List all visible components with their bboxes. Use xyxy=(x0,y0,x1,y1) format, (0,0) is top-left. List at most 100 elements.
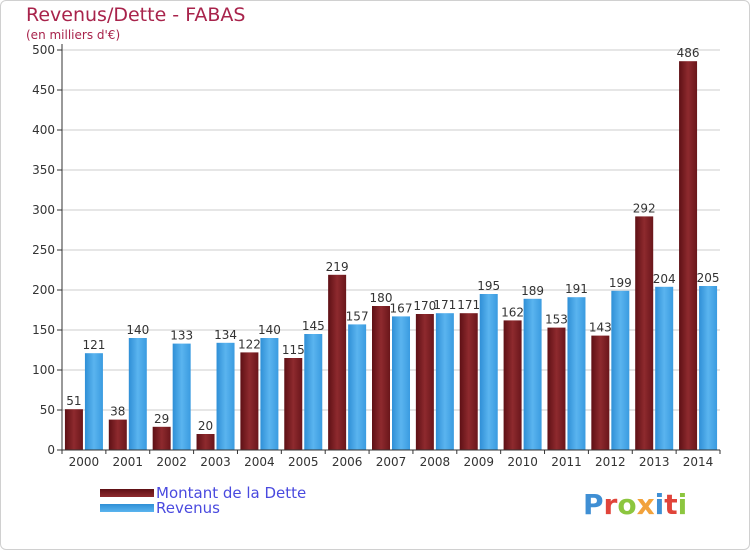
legend-swatch-revenue xyxy=(100,504,154,512)
x-tick-label-2011: 2011 xyxy=(551,455,582,469)
y-tick-label: 300 xyxy=(32,203,55,217)
data-label-revenue-2000: 121 xyxy=(82,338,105,352)
data-label-debt-2008: 170 xyxy=(413,299,436,313)
y-tick-label: 450 xyxy=(32,83,55,97)
data-label-revenue-2010: 189 xyxy=(521,284,544,298)
bar-debt-2014 xyxy=(679,61,698,450)
logo-letter: P xyxy=(583,488,604,521)
bar-revenue-2010 xyxy=(523,298,542,450)
bar-debt-2001 xyxy=(108,419,127,450)
bar-revenue-2011 xyxy=(567,297,586,450)
bar-debt-2008 xyxy=(415,314,434,450)
bar-revenue-2009 xyxy=(479,294,498,450)
data-label-revenue-2002: 133 xyxy=(170,329,193,343)
bar-revenue-2003 xyxy=(216,342,235,450)
bar-debt-2002 xyxy=(152,426,171,450)
bar-debt-2011 xyxy=(547,327,566,450)
logo-letter: i xyxy=(654,488,665,521)
data-label-revenue-2011: 191 xyxy=(565,282,588,296)
data-label-revenue-2013: 204 xyxy=(653,272,676,286)
bar-debt-2009 xyxy=(459,313,478,450)
bar-debt-2005 xyxy=(284,358,303,450)
data-label-revenue-2004: 140 xyxy=(258,323,281,337)
data-label-debt-2002: 29 xyxy=(154,412,169,426)
y-tick-label: 0 xyxy=(47,443,55,457)
y-tick-label: 150 xyxy=(32,323,55,337)
data-label-debt-2011: 153 xyxy=(545,313,568,327)
bar-revenue-2005 xyxy=(304,334,323,450)
x-tick-label-2010: 2010 xyxy=(507,455,538,469)
chart-title: Revenus/Dette - FABAS xyxy=(26,4,246,26)
x-tick-label-2006: 2006 xyxy=(332,455,363,469)
bar-debt-2012 xyxy=(591,335,610,450)
logo-letter: t xyxy=(664,488,678,521)
bar-revenue-2000 xyxy=(84,353,103,450)
chart-subtitle: (en milliers d'€) xyxy=(26,28,121,42)
data-label-debt-2004: 122 xyxy=(238,337,261,351)
data-label-debt-2006: 219 xyxy=(326,260,349,274)
bar-debt-2007 xyxy=(372,306,390,450)
legend-label-revenue: Revenus xyxy=(156,499,220,517)
bar-revenue-2013 xyxy=(655,286,674,450)
y-tick-label: 50 xyxy=(40,403,55,417)
x-tick-label-2001: 2001 xyxy=(113,455,144,469)
x-tick-label-2009: 2009 xyxy=(463,455,494,469)
y-tick-label: 250 xyxy=(32,243,55,257)
x-tick-label-2002: 2002 xyxy=(156,455,187,469)
data-label-revenue-2014: 205 xyxy=(697,271,720,285)
y-tick-label: 500 xyxy=(32,43,55,57)
grid-lines xyxy=(62,49,720,411)
axes: 0 50 100 150 200 250 300 350 400 450 500 2000 2001 20… xyxy=(32,43,721,469)
data-label-revenue-2006: 157 xyxy=(346,309,369,323)
logo-letter: o xyxy=(617,488,637,521)
data-label-revenue-2003: 134 xyxy=(214,328,237,342)
data-label-debt-2001: 38 xyxy=(110,405,125,419)
logo-letter: r xyxy=(603,488,618,521)
logo-letter: x xyxy=(636,488,655,521)
x-tick-label-2012: 2012 xyxy=(595,455,626,469)
data-label-revenue-2012: 199 xyxy=(609,276,632,290)
logo-letter: i xyxy=(677,488,688,521)
x-tick-label-2000: 2000 xyxy=(69,455,100,469)
x-tick-label-2014: 2014 xyxy=(683,455,714,469)
bar-revenue-2006 xyxy=(348,324,367,450)
bar-revenue-2014 xyxy=(699,286,718,450)
data-label-revenue-2007: 167 xyxy=(390,301,413,315)
data-label-debt-2014: 486 xyxy=(677,46,700,60)
x-tick-label-2003: 2003 xyxy=(200,455,231,469)
data-label-debt-2000: 51 xyxy=(66,394,81,408)
data-label-debt-2005: 115 xyxy=(282,343,305,357)
data-label-revenue-2001: 140 xyxy=(126,323,149,337)
x-tick-label-2008: 2008 xyxy=(420,455,451,469)
data-label-revenue-2009: 195 xyxy=(477,279,500,293)
x-tick-label-2007: 2007 xyxy=(376,455,407,469)
data-label-debt-2013: 292 xyxy=(633,201,656,215)
bar-revenue-2001 xyxy=(128,338,147,450)
bar-revenue-2004 xyxy=(260,338,279,450)
x-tick-label-2013: 2013 xyxy=(639,455,670,469)
bars xyxy=(64,61,718,450)
bar-revenue-2012 xyxy=(611,290,630,450)
data-label-revenue-2005: 145 xyxy=(302,319,325,333)
x-tick-label-2005: 2005 xyxy=(288,455,319,469)
data-label-debt-2003: 20 xyxy=(198,419,213,433)
y-tick-label: 100 xyxy=(32,363,55,377)
bar-debt-2013 xyxy=(635,216,654,450)
legend-label-debt: Montant de la Dette xyxy=(156,484,307,502)
bar-debt-2004 xyxy=(240,352,259,450)
bar-debt-2003 xyxy=(196,434,215,450)
bar-debt-2006 xyxy=(328,274,347,450)
bar-chart: 5112138140291332013412214011514521915718… xyxy=(32,43,721,469)
y-tick-label: 350 xyxy=(32,163,55,177)
bar-revenue-2008 xyxy=(435,313,454,450)
bar-revenue-2002 xyxy=(172,343,191,450)
data-label-debt-2009: 171 xyxy=(457,298,480,312)
bar-debt-2010 xyxy=(503,320,522,450)
x-tick-label-2004: 2004 xyxy=(244,455,275,469)
bar-debt-2000 xyxy=(64,409,83,450)
y-tick-label: 400 xyxy=(32,123,55,137)
data-label-debt-2012: 143 xyxy=(589,321,612,335)
data-label-debt-2010: 162 xyxy=(501,305,524,319)
y-tick-label: 200 xyxy=(32,283,55,297)
